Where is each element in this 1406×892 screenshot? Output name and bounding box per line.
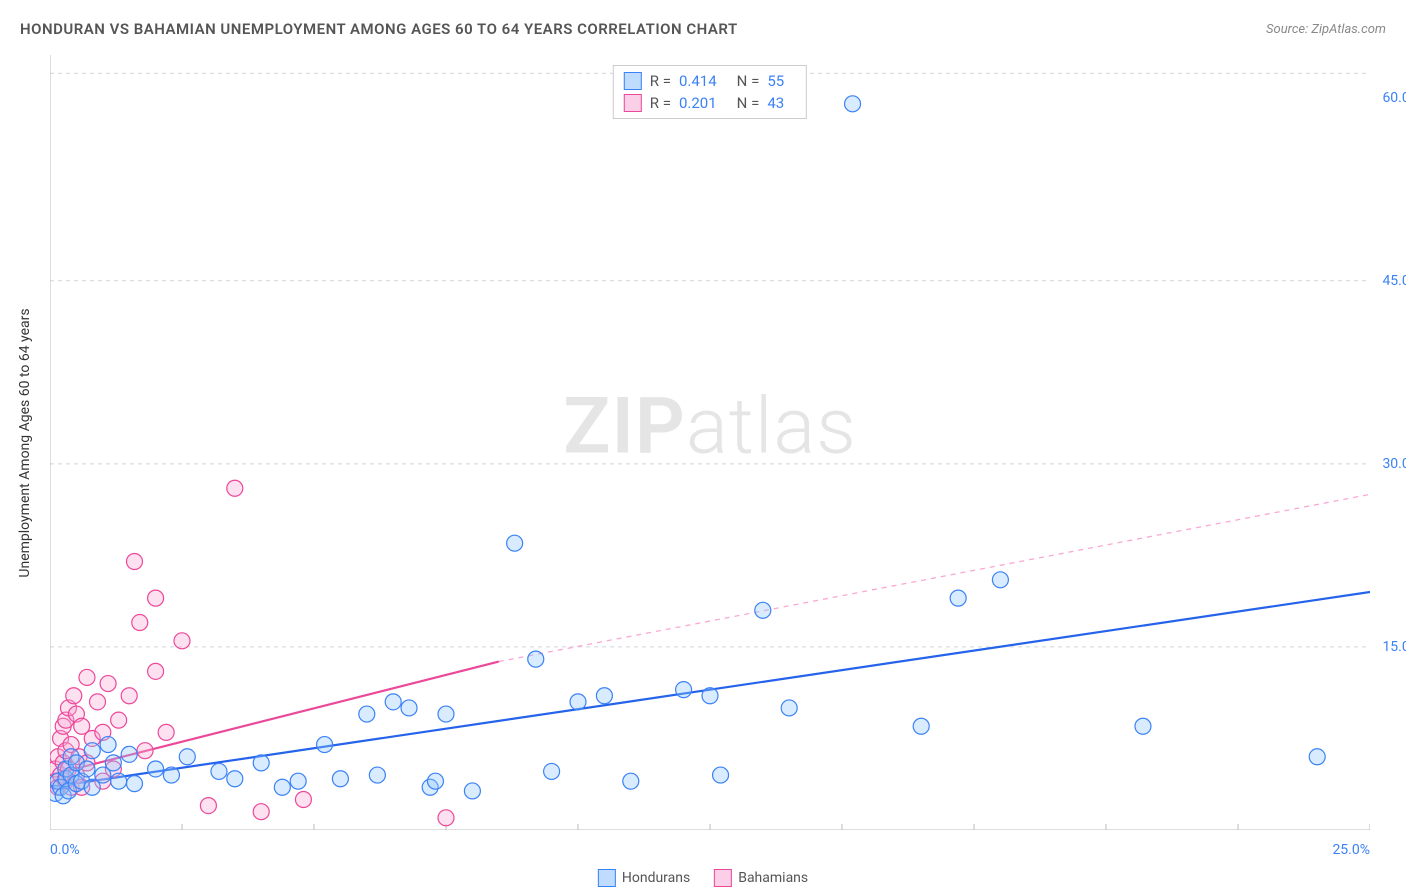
data-point (1309, 749, 1325, 765)
data-point (105, 755, 121, 771)
data-point (253, 804, 269, 820)
y-tick-label: 60.0% (1382, 90, 1406, 106)
legend-label: Hondurans (622, 870, 690, 886)
r-value: 0.414 (679, 72, 717, 90)
y-tick-label: 15.0% (1382, 639, 1406, 655)
chart-title: HONDURAN VS BAHAMIAN UNEMPLOYMENT AMONG … (20, 20, 738, 38)
data-point (274, 779, 290, 795)
data-point (79, 669, 95, 685)
data-point (100, 737, 116, 753)
data-point (369, 767, 385, 783)
data-point (950, 590, 966, 606)
data-point (438, 810, 454, 826)
data-point (148, 590, 164, 606)
data-point (227, 480, 243, 496)
chart-area: Unemployment Among Ages 60 to 64 years Z… (50, 55, 1370, 830)
data-point (148, 761, 164, 777)
data-point (702, 688, 718, 704)
data-point (332, 771, 348, 787)
legend-swatch (714, 869, 732, 887)
data-point (401, 700, 417, 716)
legend-label: Bahamians (738, 870, 808, 886)
data-point (111, 712, 127, 728)
stats-legend: R = 0.414 N = 55 R = 0.201 N = 43 (613, 65, 807, 119)
data-point (126, 776, 142, 792)
data-point (359, 706, 375, 722)
data-point (158, 724, 174, 740)
data-point (623, 773, 639, 789)
data-point (544, 763, 560, 779)
data-point (200, 798, 216, 814)
y-tick-label: 45.0% (1382, 273, 1406, 289)
data-point (79, 761, 95, 777)
data-point (385, 694, 401, 710)
data-point (755, 602, 771, 618)
data-point (137, 743, 153, 759)
data-point (781, 700, 797, 716)
legend-item: Bahamians (714, 869, 808, 887)
r-label: R = (650, 94, 671, 112)
legend-swatch (598, 869, 616, 887)
r-value: 0.201 (679, 94, 717, 112)
data-point (845, 96, 861, 112)
data-point (179, 749, 195, 765)
series-legend: Hondurans Bahamians (598, 869, 808, 887)
data-point (121, 746, 137, 762)
data-point (174, 633, 190, 649)
legend-swatch (624, 94, 642, 112)
data-point (132, 615, 148, 631)
stats-legend-row: R = 0.414 N = 55 (624, 70, 796, 92)
data-point (596, 688, 612, 704)
data-point (100, 676, 116, 692)
y-axis-label: Unemployment Among Ages 60 to 64 years (17, 308, 33, 577)
n-label: N = (737, 72, 760, 90)
data-point (438, 706, 454, 722)
data-point (90, 694, 106, 710)
stats-legend-row: R = 0.201 N = 43 (624, 92, 796, 114)
data-point (528, 651, 544, 667)
data-point (676, 682, 692, 698)
data-point (253, 755, 269, 771)
data-point (713, 767, 729, 783)
data-point (211, 763, 227, 779)
y-tick-label: 30.0% (1382, 456, 1406, 472)
r-label: R = (650, 72, 671, 90)
legend-swatch (624, 72, 642, 90)
n-value: 55 (767, 72, 784, 90)
data-point (427, 773, 443, 789)
scatter-plot (50, 55, 1370, 830)
data-point (290, 773, 306, 789)
data-point (464, 783, 480, 799)
data-point (148, 663, 164, 679)
data-point (295, 791, 311, 807)
data-point (84, 743, 100, 759)
data-point (992, 572, 1008, 588)
source-attribution: Source: ZipAtlas.com (1266, 22, 1386, 37)
data-point (317, 737, 333, 753)
legend-item: Hondurans (598, 869, 690, 887)
data-point (570, 694, 586, 710)
n-label: N = (737, 94, 760, 112)
data-point (126, 553, 142, 569)
x-tick-label: 25.0% (1332, 842, 1370, 858)
data-point (163, 767, 179, 783)
data-point (913, 718, 929, 734)
x-tick-label: 0.0% (50, 842, 80, 858)
data-point (1135, 718, 1151, 734)
data-point (121, 688, 137, 704)
data-point (227, 771, 243, 787)
data-point (111, 773, 127, 789)
data-point (507, 535, 523, 551)
n-value: 43 (767, 94, 784, 112)
data-point (66, 688, 82, 704)
